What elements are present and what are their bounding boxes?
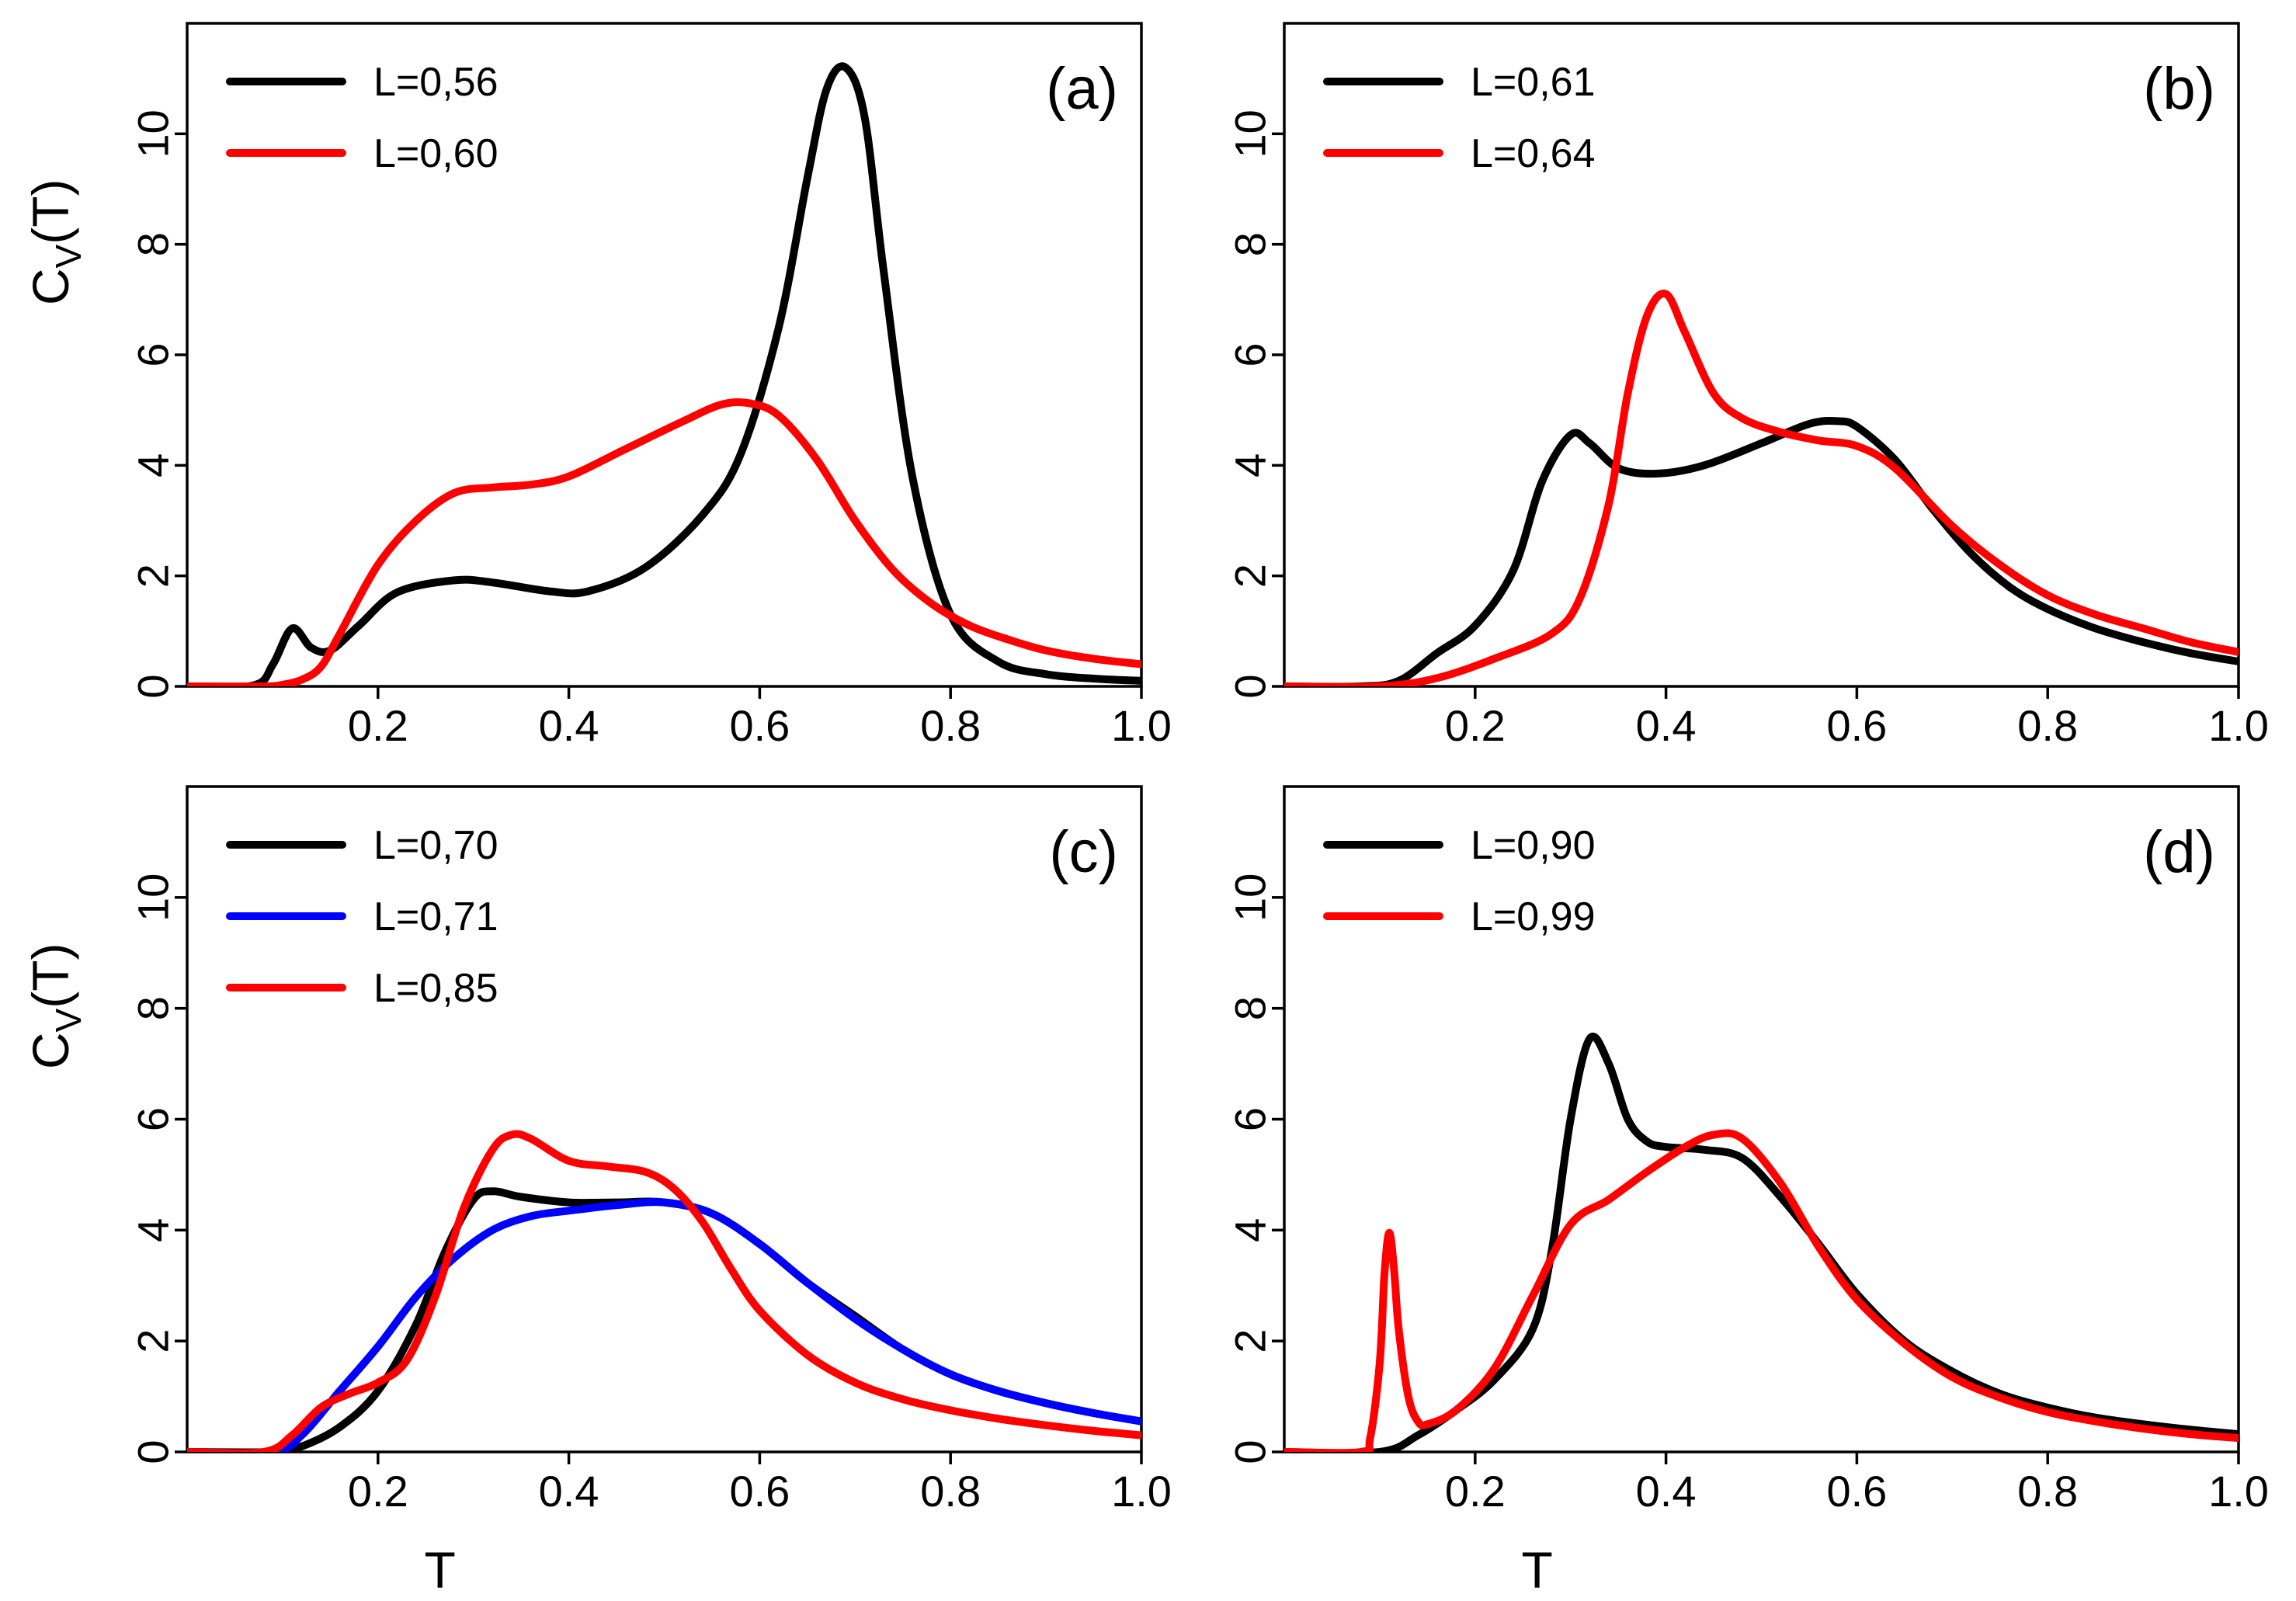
series-line-a-0 (187, 62, 1141, 686)
y-axis-label-a: CV(T) (22, 179, 89, 305)
x-tick-label-d: 1.0 (2208, 1467, 2269, 1516)
panel-a: 0.2 0.4 0.6 0.8 1.0 0 2 4 6 8 10 CV(T) (a) L=0,56 L=0,… (22, 22, 1172, 750)
x-tick-label-c: 1.0 (1111, 1467, 1172, 1516)
x-tick-label-a: 0.4 (539, 701, 599, 750)
y-tick-label-b: 6 (1226, 342, 1275, 366)
legend-label-b-1: L=0,64 (1471, 131, 1596, 176)
x-tick-label-b: 0.6 (1826, 701, 1887, 750)
legend-label-c-1: L=0,71 (373, 894, 498, 939)
panel-label-a: (a) (1046, 56, 1118, 122)
x-tick-label-d: 0.6 (1826, 1467, 1887, 1516)
legend-label-a-0: L=0,56 (373, 60, 498, 105)
plot-frame-a (186, 22, 1143, 688)
x-tick-label-b: 0.8 (2017, 701, 2078, 750)
series-line-c-0 (187, 1187, 1141, 1452)
y-tick-label-b: 8 (1226, 232, 1275, 256)
y-tick-label-d: 6 (1226, 1107, 1275, 1131)
x-tick-label-a: 0.8 (920, 701, 981, 750)
series-line-d-1 (1284, 1129, 2239, 1452)
y-tick-label-c: 0 (129, 1440, 178, 1464)
y-tick-label-c: 2 (129, 1329, 178, 1353)
x-tick-label-b: 0.4 (1636, 701, 1697, 750)
y-tick-label-b: 2 (1226, 564, 1275, 588)
x-tick-label-a: 0.6 (729, 701, 790, 750)
y-tick-label-a: 6 (129, 342, 178, 366)
series-line-c-2 (187, 1130, 1141, 1452)
y-tick-label-d: 8 (1226, 996, 1275, 1020)
x-tick-label-d: 0.4 (1636, 1467, 1697, 1516)
y-tick-label-d: 0 (1226, 1440, 1275, 1464)
plot-frame-c (186, 785, 1143, 1453)
panels-group: 0.2 0.4 0.6 0.8 1.0 0 2 4 6 8 10 CV(T) (a) L=0,56 L=0,… (22, 22, 2269, 1599)
panel-b: 0.2 0.4 0.6 0.8 1.0 0 2 4 6 8 10 (b) L=0,61 L=0,64 (1226, 22, 2269, 750)
x-tick-label-a: 0.2 (348, 701, 408, 750)
x-tick-label-c: 0.4 (539, 1467, 599, 1516)
y-tick-label-b: 0 (1226, 674, 1275, 698)
x-tick-label-b: 0.2 (1445, 701, 1506, 750)
y-tick-label-d: 4 (1226, 1218, 1275, 1242)
y-tick-label-c: 4 (129, 1218, 178, 1242)
x-axis-label-d: T (1522, 1541, 1553, 1599)
y-tick-label-a: 2 (129, 564, 178, 588)
x-tick-label-c: 0.2 (348, 1467, 408, 1516)
legend-label-c-0: L=0,70 (373, 823, 498, 868)
panel-label-d: (d) (2143, 819, 2215, 885)
legend-label-a-1: L=0,60 (373, 131, 498, 176)
y-tick-label-a: 10 (129, 109, 178, 158)
x-tick-label-d: 0.2 (1445, 1467, 1506, 1516)
series-line-a-1 (187, 398, 1141, 686)
y-tick-label-d: 10 (1226, 873, 1275, 922)
x-tick-label-c: 0.6 (729, 1467, 790, 1516)
panel-label-b: (b) (2143, 56, 2215, 122)
x-tick-label-b: 1.0 (2208, 701, 2269, 750)
legend-label-c-2: L=0,85 (373, 966, 498, 1011)
y-tick-label-a: 8 (129, 232, 178, 256)
y-tick-label-c: 10 (129, 873, 178, 922)
series-line-d-0 (1284, 1033, 2239, 1452)
legend-label-b-0: L=0,61 (1471, 60, 1596, 105)
x-tick-label-a: 1.0 (1111, 701, 1172, 750)
y-tick-label-b: 10 (1226, 109, 1275, 158)
panel-d: 0.2 0.4 0.6 0.8 1.0 0 2 4 6 8 10 T (d) L=0,90 L=0,99 (1226, 785, 2269, 1599)
legend-label-d-1: L=0,99 (1471, 894, 1596, 939)
y-tick-label-c: 6 (129, 1107, 178, 1131)
y-tick-label-c: 8 (129, 996, 178, 1020)
series-line-c-1 (187, 1198, 1141, 1452)
x-tick-label-d: 0.8 (2017, 1467, 2078, 1516)
series-line-b-1 (1284, 290, 2239, 686)
y-tick-label-b: 4 (1226, 453, 1275, 478)
y-tick-label-a: 4 (129, 453, 178, 478)
x-tick-label-c: 0.8 (920, 1467, 981, 1516)
legend-label-d-0: L=0,90 (1471, 823, 1596, 868)
y-tick-label-d: 2 (1226, 1329, 1275, 1353)
plot-frame-b (1283, 22, 2240, 688)
y-axis-label-c: CV(T) (22, 943, 89, 1069)
series-line-b-0 (1284, 417, 2239, 686)
y-tick-label-a: 0 (129, 674, 178, 698)
panel-c: 0.2 0.4 0.6 0.8 1.0 0 2 4 6 8 10 CV(T) T (c) L=0,70 L=0… (22, 785, 1172, 1599)
panel-label-c: (c) (1049, 819, 1118, 885)
x-axis-label-c: T (425, 1541, 456, 1599)
plot-frame-d (1283, 785, 2240, 1453)
